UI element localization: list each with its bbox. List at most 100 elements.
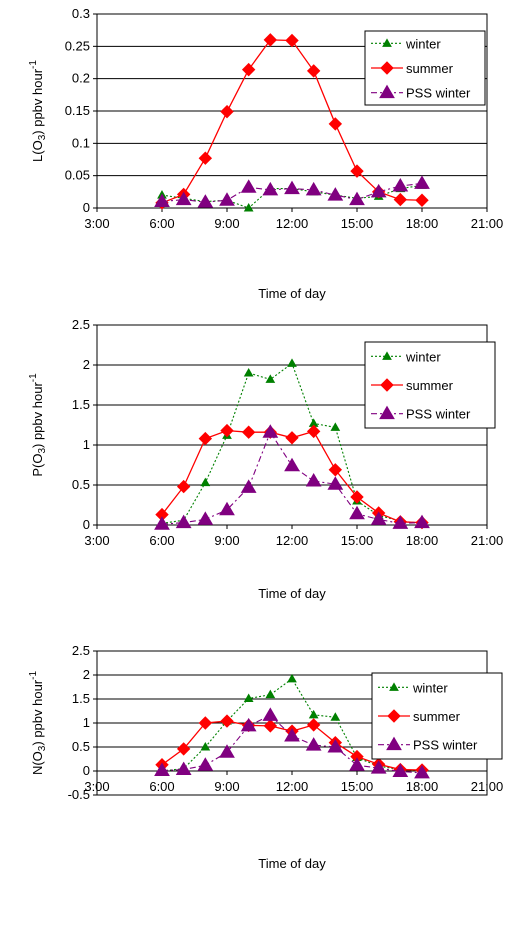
data-point <box>370 760 387 774</box>
y-tick-label: 0.15 <box>65 103 90 118</box>
data-point <box>175 761 192 776</box>
data-point <box>349 191 365 206</box>
y-axis-label: N(O3) ppbv hour-1 <box>28 671 48 776</box>
data-point <box>284 727 300 742</box>
y-tick-label: 0 <box>83 517 90 532</box>
x-tick-label: 3:00 <box>84 216 109 231</box>
data-point <box>243 367 254 377</box>
chart-panel-3: -0.5 0 0.5 1 1.5 2 2.5 3:00 6:00 9:00 12:00 15:00 18… <box>28 643 503 871</box>
data-point <box>330 422 341 431</box>
data-point <box>240 479 257 493</box>
legend: winter summer PSS winter <box>371 672 503 760</box>
data-point <box>285 33 299 48</box>
data-point <box>265 374 276 383</box>
data-point <box>243 693 254 703</box>
data-point <box>197 194 214 208</box>
data-point <box>327 739 344 753</box>
data-point <box>415 193 429 207</box>
x-tick-label: 9:00 <box>214 533 239 548</box>
legend: winter summer PSS winter <box>364 341 496 429</box>
data-point <box>197 757 214 771</box>
chart-panel-2: 0 0.5 1 1.5 2 2.5 3:00 6:00 9:00 12:00 15:00 18:00 2… <box>28 317 503 601</box>
data-point <box>350 164 364 178</box>
x-tick-label: 15:00 <box>341 216 374 231</box>
x-tick-label: 6:00 <box>149 216 174 231</box>
y-tick-label: 2.5 <box>72 643 90 658</box>
y-axis-label: L(O3) ppbv hour-1 <box>28 60 48 162</box>
y-axis-label-part: N(O <box>30 751 45 775</box>
data-point <box>306 64 321 78</box>
y-tick-label: 1.5 <box>72 691 90 706</box>
x-tick-label: 18:00 <box>406 533 439 548</box>
data-point <box>265 689 276 699</box>
x-axis-label: Time of day <box>258 586 326 601</box>
y-axis-label-subscript: 3 <box>37 134 48 140</box>
data-point <box>350 490 364 504</box>
data-point <box>370 511 387 525</box>
legend-marker <box>380 378 394 392</box>
data-point <box>220 714 234 728</box>
data-point <box>392 763 409 777</box>
x-tick-label: 6:00 <box>149 779 174 794</box>
x-tick-label: 9:00 <box>214 779 239 794</box>
y-tick-label: 0.5 <box>72 477 90 492</box>
data-point <box>219 192 235 206</box>
x-tick-label: 6:00 <box>149 533 174 548</box>
data-point <box>198 431 213 446</box>
data-point <box>176 479 191 494</box>
data-point <box>154 516 170 530</box>
legend-label: summer <box>406 61 454 76</box>
series-pss-winter <box>154 424 430 530</box>
data-point <box>414 175 430 189</box>
data-point <box>220 423 234 438</box>
data-point <box>287 358 297 367</box>
legend-label: PSS winter <box>406 407 471 422</box>
data-point <box>305 181 322 196</box>
data-point <box>219 744 235 758</box>
legend-marker <box>379 405 395 420</box>
y-tick-label: 0.3 <box>72 6 90 21</box>
data-point <box>414 764 430 779</box>
data-point <box>327 187 344 201</box>
x-tick-label: 21:00 <box>471 779 504 794</box>
data-point <box>262 181 279 196</box>
data-point <box>330 712 341 721</box>
y-tick-label: 1 <box>83 437 90 452</box>
y-tick-label: 2 <box>83 357 90 372</box>
x-axis-label: Time of day <box>258 856 326 871</box>
data-point <box>241 425 256 439</box>
chart-panel-1: 0 0.05 0.1 0.15 0.2 0.25 0.3 3:00 6:00 9:00 12:00 1… <box>28 6 503 301</box>
data-point <box>200 477 211 487</box>
legend-marker <box>389 682 399 691</box>
y-tick-label: 0.05 <box>65 168 90 183</box>
x-tick-label: 12:00 <box>276 533 309 548</box>
y-tick-label: 0.1 <box>72 135 90 150</box>
data-point <box>349 757 365 771</box>
x-tick-label: 18:00 <box>406 216 439 231</box>
legend-label: summer <box>406 378 454 393</box>
data-point <box>370 183 387 198</box>
x-tick-label: 9:00 <box>214 216 239 231</box>
data-point <box>306 424 321 439</box>
x-tick-label: 18:00 <box>406 779 439 794</box>
y-tick-label: 0.5 <box>72 739 90 754</box>
data-point <box>349 505 365 520</box>
y-tick-label: 2 <box>83 667 90 682</box>
legend-label: summer <box>413 709 461 724</box>
data-point <box>198 716 213 730</box>
data-point <box>220 104 234 119</box>
data-point <box>197 511 214 525</box>
data-point <box>308 709 319 719</box>
y-axis-label-superscript: -1 <box>28 373 39 382</box>
data-point <box>305 737 322 751</box>
series-line <box>161 430 423 525</box>
y-axis-label-subscript: 3 <box>37 448 48 454</box>
y-axis-label-superscript: -1 <box>28 60 39 69</box>
x-tick-label: 3:00 <box>84 779 109 794</box>
data-point <box>393 192 408 207</box>
y-tick-label: 1.5 <box>72 397 90 412</box>
legend-marker <box>382 38 392 47</box>
y-axis-label-part: ) ppbv hour <box>30 68 45 134</box>
legend-label: PSS winter <box>406 86 471 101</box>
data-point <box>243 202 254 212</box>
